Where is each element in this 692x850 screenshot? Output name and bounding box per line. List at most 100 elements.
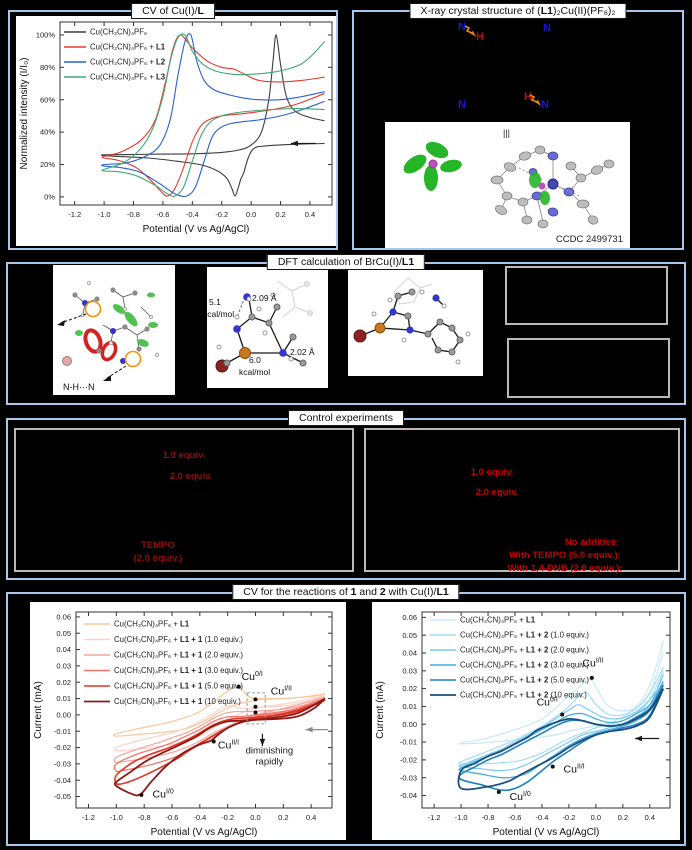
dft-note-box-1 xyxy=(505,266,668,325)
legend-label: Cu(CH₃CN)₄PF₆ + L1 + 2 (2.0 equiv.) xyxy=(460,646,589,655)
control-note: No additive: xyxy=(564,537,620,548)
plot-frame xyxy=(75,611,333,809)
x-tick-label: -0.8 xyxy=(127,210,140,219)
legend-label: Cu(CH₃CN)₄PF₆ + L1 + 1 (3.0 equiv.) xyxy=(114,666,243,675)
x-tick-label: -0.6 xyxy=(509,813,522,822)
scheme-atom-label: H xyxy=(524,91,532,103)
control-box-left xyxy=(14,428,354,572)
title-segment: L1 xyxy=(540,5,553,17)
annotation-arrows xyxy=(60,313,127,379)
y-tick-label: -0.01 xyxy=(54,727,71,736)
molecule-sticks xyxy=(359,291,461,353)
y-axis-title: Current (mA) xyxy=(33,681,44,739)
x-tick-label: -1.2 xyxy=(82,813,95,822)
legend-label: Cu(CH₃CN)₄PF₆ + L1 + 2 (3.0 equiv.) xyxy=(460,661,589,670)
cv-curve xyxy=(101,34,325,197)
redox-couple-label: CuI/II xyxy=(271,685,292,697)
y-tick-label: 0.06 xyxy=(56,613,71,622)
atoms xyxy=(353,288,471,365)
distance2-label: 2.02 Å xyxy=(290,347,315,357)
legend-label: Cu(CH₃CN)₄PF₆ + L1 + 2 (1.0 equiv.) xyxy=(460,631,589,640)
arrowhead xyxy=(57,320,65,326)
panel-cv-bottom-title: CV for the reactions of 1 and 2 with Cu(… xyxy=(232,584,460,600)
x-tick-label: 0.4 xyxy=(645,813,655,822)
p-atom xyxy=(538,182,546,190)
title-segment: L1 xyxy=(436,586,449,598)
legend-label: Cu(CH₃CN)₄PF₆ + L1 + 1 (5.0 equiv.) xyxy=(114,682,243,691)
x-tick-label: -1.0 xyxy=(98,210,111,219)
scan-direction-arrow xyxy=(259,733,266,746)
energy1-unit: kcal/mol xyxy=(207,309,235,319)
y-tick-label: 0.03 xyxy=(402,666,417,675)
x-tick-label: 0.2 xyxy=(275,210,285,219)
panel-cv-top-title: CV of Cu(I)/L xyxy=(131,3,215,19)
green-isosurfaces xyxy=(75,292,158,347)
annotation-dot xyxy=(253,697,258,702)
dft-structure-1-drawing xyxy=(215,280,313,373)
scheme-atom-label: N xyxy=(458,21,466,33)
title-segment: X-ray crystal structure of ( xyxy=(420,5,541,17)
control-note: With TEMPO (5.0 equiv.): xyxy=(509,550,621,561)
redox-couple-label: CuI/II xyxy=(582,657,603,669)
cv-curve xyxy=(457,666,664,765)
x-tick-label: 0.0 xyxy=(246,210,256,219)
annotation-text: diminishing rapidly xyxy=(246,745,294,767)
legend-label: Cu(CH₃CN)₄PF₆ xyxy=(90,28,147,37)
title-segment: with Cu(I)/ xyxy=(385,586,437,598)
arrowhead xyxy=(103,375,111,381)
y-tick-label: 0.04 xyxy=(56,645,71,654)
control-note: 2.0 equiv. xyxy=(169,471,213,482)
y-tick-label: 0.04 xyxy=(402,649,417,658)
cv-curve xyxy=(458,674,664,772)
legend-label: Cu(CH₃CN)₄PF₆ + L3 xyxy=(90,73,166,82)
nh-n-dashed-bond xyxy=(236,296,246,318)
distance1-label: 2.09 Å xyxy=(252,293,277,303)
cv-curve xyxy=(113,697,326,797)
scheme-atom-label: N xyxy=(541,99,549,111)
scheme-atom-label: H xyxy=(476,31,484,43)
legend-label: Cu(CH₃CN)₄PF₆ + L2 xyxy=(90,58,166,67)
hydrogen-bond-dashes xyxy=(518,167,580,197)
control-note: 1.0 equiv. xyxy=(470,467,514,478)
annotation-dot xyxy=(560,712,565,717)
x-tick-label: -0.2 xyxy=(215,210,228,219)
annotation-dot xyxy=(253,710,258,715)
cv-curve xyxy=(101,33,326,197)
cv-top-chart: -1.2 -1.0 -0.8 -0.6 -0.4 -0.2 0.0 0.2 0.4 0% 20% 40… xyxy=(16,16,336,246)
atoms xyxy=(62,280,160,366)
cv-bottom-left-chart-svg: -1.2 -1.0 -0.8 -0.6 -0.4 -0.2 0.0 0.2 0.4 0.06 0.0… xyxy=(33,611,333,838)
annotation-dot xyxy=(211,739,216,744)
hydrogen-bond-arrow-icon xyxy=(529,94,541,106)
cv-bottom-right-chart-svg: -1.2 -1.0 -0.8 -0.6 -0.4 -0.2 0.0 0.2 0.4 0.06 0.0… xyxy=(375,611,671,838)
title-segment: CV for the reactions of xyxy=(243,586,351,598)
redox-couple-label: CuI/0 xyxy=(510,791,531,803)
annotation-dot xyxy=(496,789,501,794)
y-tick-label: 0.05 xyxy=(56,629,71,638)
annotation-dot xyxy=(589,675,594,680)
cation-ellipsoids xyxy=(490,145,615,229)
y-tick-label: 0.02 xyxy=(402,684,417,693)
cv-curve xyxy=(458,681,664,779)
title-segment: )₂Cu(II)(PF₆)₂ xyxy=(552,5,616,17)
cv-curve xyxy=(113,696,326,764)
annotation-dot xyxy=(253,704,258,709)
panel-xray-title: X-ray crystal structure of (L1)₂Cu(II)(P… xyxy=(409,3,627,19)
x-tick-label: 0.2 xyxy=(278,813,288,822)
ghost-fragment xyxy=(393,277,433,305)
scan-direction-arrow xyxy=(305,726,328,733)
title-segment: L1 xyxy=(401,256,415,268)
x-tick-label: 0.4 xyxy=(306,813,316,822)
y-tick-label: -0.04 xyxy=(400,791,417,800)
ccdc-number: CCDC 2499731 xyxy=(556,234,623,245)
legend-label: Cu(CH₃CN)₄PF₆ + L1 xyxy=(90,43,166,52)
x-tick-label: -0.4 xyxy=(193,813,206,822)
control-note: 2.0 equiv. xyxy=(475,487,519,498)
y-tick-label: 0.01 xyxy=(56,694,71,703)
y-tick-label: 0.00 xyxy=(402,720,417,729)
title-segment: CV of Cu(I)/ xyxy=(142,5,198,17)
y-tick-label: 0.01 xyxy=(402,702,417,711)
cv-bottom-left-chart: -1.2 -1.0 -0.8 -0.6 -0.4 -0.2 0.0 0.2 0.4 0.06 0.0… xyxy=(30,602,346,840)
title-segment: 1 xyxy=(350,586,357,598)
y-tick-label: 20% xyxy=(40,160,55,169)
